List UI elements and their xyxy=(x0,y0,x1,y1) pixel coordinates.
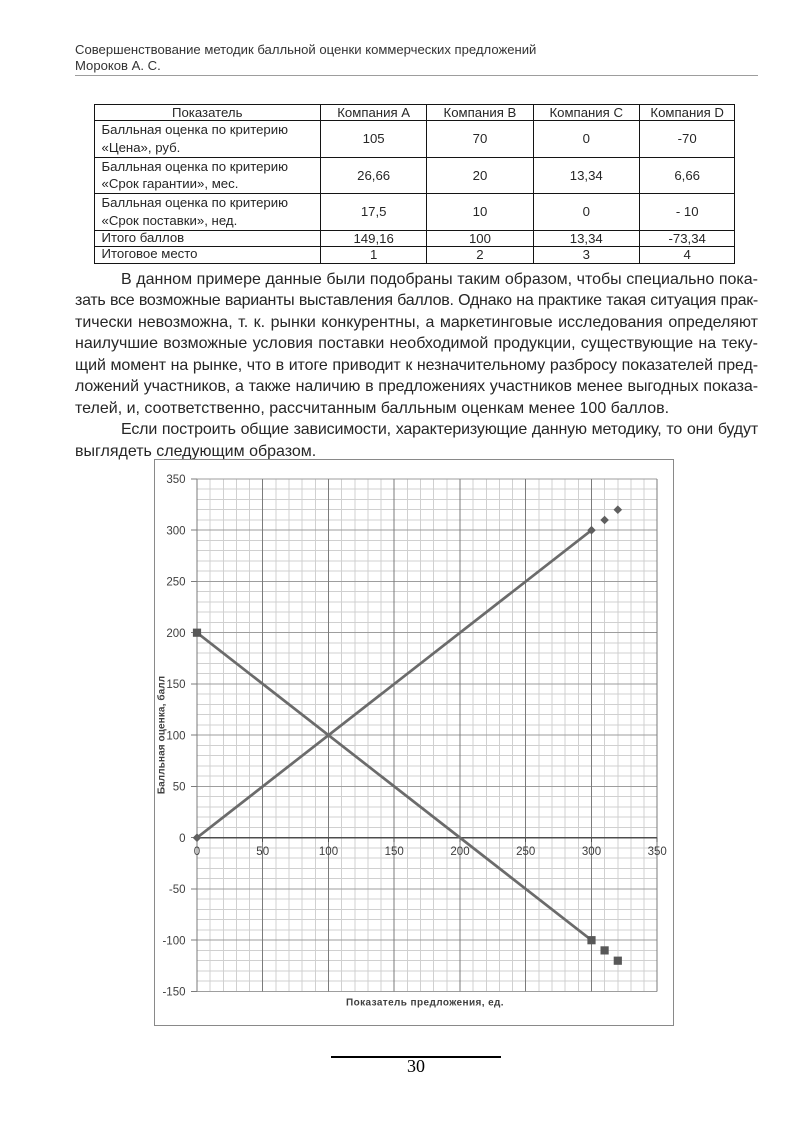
svg-text:350: 350 xyxy=(648,846,667,858)
svg-text:200: 200 xyxy=(166,628,185,640)
svg-text:-50: -50 xyxy=(169,884,186,896)
svg-text:350: 350 xyxy=(166,474,185,486)
svg-text:200: 200 xyxy=(450,846,469,858)
svg-text:0: 0 xyxy=(194,846,200,858)
svg-text:50: 50 xyxy=(173,782,186,794)
svg-text:300: 300 xyxy=(166,525,185,537)
svg-text:0: 0 xyxy=(179,833,185,845)
svg-text:Балльная оценка, балл: Балльная оценка, балл xyxy=(156,676,168,794)
svg-text:-100: -100 xyxy=(162,935,185,947)
svg-text:250: 250 xyxy=(166,577,185,589)
svg-text:150: 150 xyxy=(385,846,404,858)
svg-text:50: 50 xyxy=(256,846,269,858)
svg-text:150: 150 xyxy=(166,679,185,691)
svg-text:250: 250 xyxy=(516,846,535,858)
svg-text:100: 100 xyxy=(319,846,338,858)
svg-text:-150: -150 xyxy=(162,987,185,999)
svg-text:300: 300 xyxy=(582,846,601,858)
svg-text:100: 100 xyxy=(166,730,185,742)
svg-text:Показатель предложения, ед.: Показатель предложения, ед. xyxy=(346,998,504,1009)
